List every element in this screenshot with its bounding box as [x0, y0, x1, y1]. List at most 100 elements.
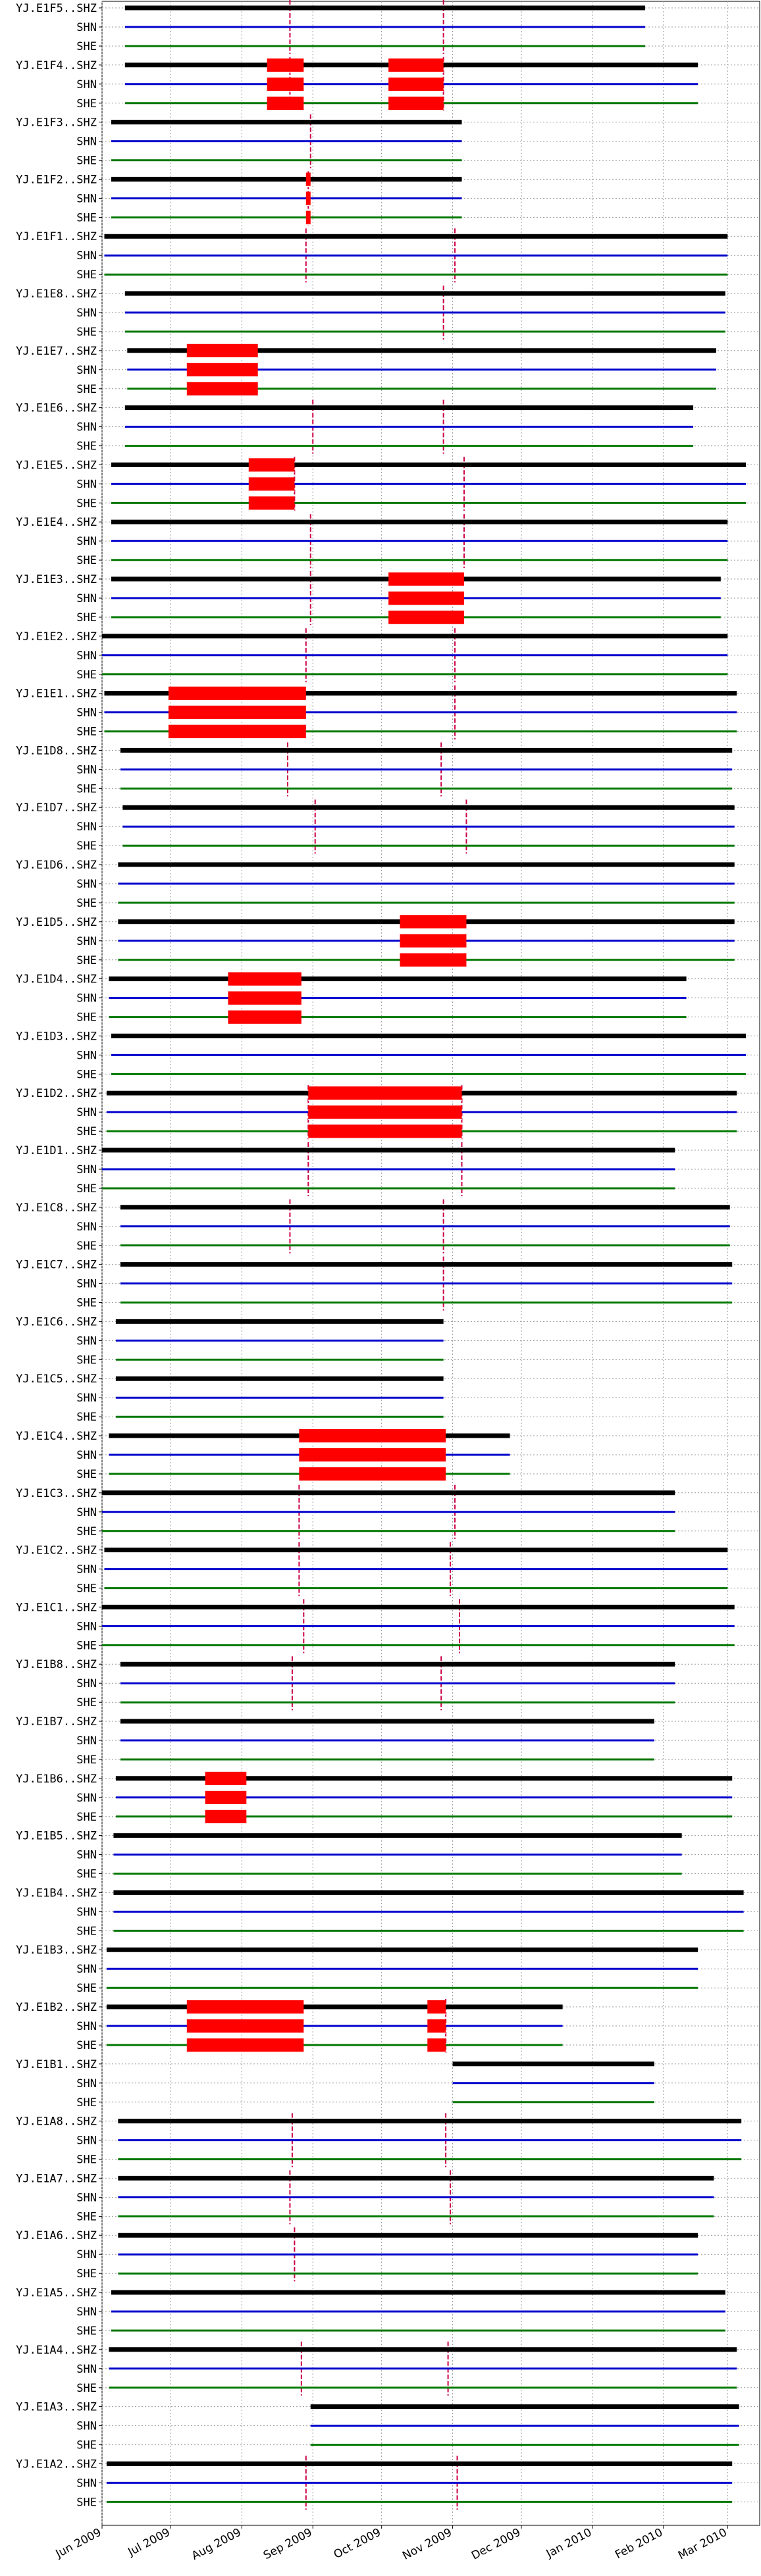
- channel-label: SHE: [76, 2439, 97, 2452]
- channel-label: YJ.E1E1..SHZ: [16, 688, 97, 701]
- gap-block: [186, 2038, 304, 2052]
- channel-label: SHE: [76, 1525, 97, 1538]
- channel-label: SHE: [76, 726, 97, 739]
- channel-label: SHN: [76, 2306, 97, 2319]
- gap-block: [299, 1448, 446, 1462]
- gap-block: [308, 1124, 462, 1139]
- channel-label: YJ.E1F3..SHZ: [16, 116, 97, 130]
- channel-label: SHE: [76, 2039, 97, 2052]
- channel-label: SHE: [76, 97, 97, 111]
- channel-label: SHE: [76, 155, 97, 168]
- channel-label: SHN: [76, 707, 97, 720]
- channel-label: YJ.E1E5..SHZ: [16, 459, 97, 472]
- channel-label: YJ.E1D2..SHZ: [16, 1087, 97, 1100]
- channel-label: SHN: [76, 763, 97, 776]
- channel-label: YJ.E1D5..SHZ: [16, 916, 97, 929]
- channel-label: SHN: [76, 1849, 97, 1862]
- channel-label: SHN: [76, 1792, 97, 1805]
- channel-label: YJ.E1C6..SHZ: [16, 1315, 97, 1328]
- channel-label: YJ.E1B1..SHZ: [16, 2058, 97, 2071]
- channel-label: YJ.E1B8..SHZ: [16, 1658, 97, 1671]
- gap-block: [308, 1105, 462, 1120]
- channel-label: YJ.E1E3..SHZ: [16, 573, 97, 586]
- gap-block: [248, 458, 295, 472]
- channel-labels: YJ.E1F5..SHZ SHN SHE YJ.E1F4..SHZ SHN SHE YJ.E…: [16, 2, 97, 2509]
- gap-block: [168, 724, 306, 739]
- channel-label: SHN: [76, 649, 97, 663]
- channel-label: SHN: [76, 1106, 97, 1119]
- gap-block: [388, 77, 444, 91]
- gap-block: [299, 1467, 446, 1481]
- channel-label: YJ.E1B4..SHZ: [16, 1886, 97, 1900]
- channel-label: SHN: [76, 2477, 97, 2490]
- channel-label: YJ.E1C5..SHZ: [16, 1373, 97, 1386]
- channel-label: SHN: [76, 421, 97, 434]
- x-tick-label: Mar 2010: [676, 2526, 729, 2563]
- channel-label: SHN: [76, 992, 97, 1005]
- channel-label: SHN: [76, 2420, 97, 2433]
- gap-block: [267, 58, 304, 72]
- channel-label: SHN: [76, 1449, 97, 1462]
- gap-block: [186, 343, 258, 358]
- service-lines: [286, 0, 467, 2510]
- channel-label: SHN: [76, 1963, 97, 1976]
- channel-label: SHE: [76, 1468, 97, 1481]
- x-tick-label: Oct 2009: [332, 2526, 383, 2562]
- channel-label: SHN: [76, 1334, 97, 1348]
- channel-label: SHE: [76, 2210, 97, 2223]
- channel-label: YJ.E1C7..SHZ: [16, 1259, 97, 1272]
- channel-label: SHE: [76, 1925, 97, 1938]
- channel-label: YJ.E1B5..SHZ: [16, 1830, 97, 1843]
- gap-blocks: [168, 58, 467, 2053]
- x-tick-label: Sep 2009: [261, 2526, 315, 2563]
- channel-label: SHE: [76, 1411, 97, 1424]
- channel-label: SHE: [76, 1696, 97, 1709]
- channel-label: YJ.E1A7..SHZ: [16, 2172, 97, 2185]
- channel-label: SHN: [76, 21, 97, 34]
- channel-label: YJ.E1A3..SHZ: [16, 2401, 97, 2414]
- channel-label: SHE: [76, 2496, 97, 2509]
- channel-label: YJ.E1B2..SHZ: [16, 2001, 97, 2014]
- channel-label: SHN: [76, 821, 97, 834]
- gap-block: [248, 477, 295, 492]
- x-tick-label: Jun 2009: [53, 2526, 104, 2561]
- gap-block: [427, 2038, 446, 2052]
- channel-label: YJ.E1B6..SHZ: [16, 1773, 97, 1786]
- channel-label: SHE: [76, 2382, 97, 2395]
- gap-block: [186, 382, 258, 396]
- channel-label: SHE: [76, 1068, 97, 1081]
- channel-label: SHE: [76, 2325, 97, 2338]
- channel-label: SHE: [76, 1811, 97, 1824]
- channel-label: SHE: [76, 1297, 97, 1310]
- channel-label: YJ.E1E2..SHZ: [16, 630, 97, 644]
- channel-label: YJ.E1B3..SHZ: [16, 1944, 97, 1957]
- gap-block: [305, 211, 311, 225]
- x-tick-label: Nov 2009: [400, 2526, 454, 2563]
- channel-label: SHE: [76, 383, 97, 396]
- channel-label: SHE: [76, 840, 97, 853]
- gap-block: [205, 1809, 247, 1824]
- channel-label: SHN: [76, 878, 97, 891]
- gap-block: [228, 1010, 302, 1024]
- channel-label: SHE: [76, 326, 97, 339]
- gap-block: [388, 592, 464, 605]
- channel-label: SHE: [76, 1754, 97, 1767]
- channel-label: SHN: [76, 935, 97, 948]
- gap-block: [186, 2019, 304, 2033]
- gap-block: [305, 172, 311, 187]
- channel-label: SHN: [76, 2134, 97, 2148]
- x-tick-label: Jan 2010: [544, 2526, 594, 2561]
- channel-label: YJ.E1E4..SHZ: [16, 516, 97, 529]
- channel-label: SHN: [76, 2020, 97, 2033]
- gap-block: [205, 1790, 247, 1805]
- x-tick-label: Jul 2009: [125, 2526, 172, 2560]
- gap-block: [305, 191, 311, 206]
- channel-label: SHN: [76, 2248, 97, 2261]
- channel-label: SHE: [76, 1582, 97, 1596]
- channel-label: SHN: [76, 1278, 97, 1291]
- gap-block: [186, 2000, 304, 2014]
- availability-bars: [102, 5, 747, 2503]
- channel-label: SHN: [76, 1163, 97, 1176]
- channel-label: SHN: [76, 2191, 97, 2204]
